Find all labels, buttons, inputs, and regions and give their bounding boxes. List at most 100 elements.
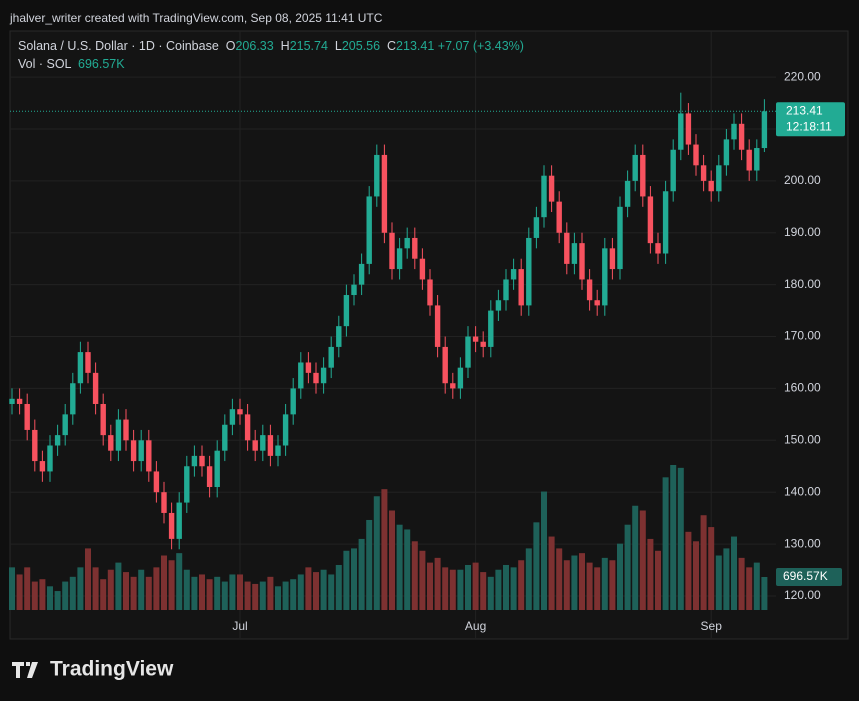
volume-bar (115, 562, 122, 610)
ohlc-label: O (225, 39, 236, 53)
volume-bar (168, 560, 175, 610)
x-tick-label: Aug (465, 619, 486, 633)
volume-bar (358, 538, 365, 610)
candle-body (685, 113, 692, 145)
volume-bar (518, 560, 525, 610)
volume-bar (442, 567, 449, 610)
volume-bar (229, 574, 236, 610)
volume-bar (100, 579, 107, 610)
candle-body (640, 154, 646, 197)
candle-body (396, 248, 403, 270)
volume-bar (465, 564, 471, 610)
candle-body (427, 279, 433, 306)
candle-body (700, 165, 707, 181)
candle-body (336, 326, 342, 347)
candle-body (632, 154, 638, 181)
candle-body (161, 492, 167, 513)
candle-body (366, 196, 372, 264)
volume-bar (191, 576, 198, 610)
candle-body (313, 372, 319, 384)
volume-bar (396, 524, 403, 610)
volume-bar (761, 576, 768, 610)
volume-bar (130, 576, 137, 610)
volume-bar (85, 548, 91, 610)
y-tick-label: 220.00 (784, 69, 821, 83)
volume-bar (434, 557, 441, 610)
candle-body (275, 445, 281, 456)
volume-bar (47, 586, 53, 610)
volume-bar (161, 555, 167, 610)
candle-body (153, 471, 160, 493)
volume-bar (206, 579, 213, 610)
candle-body (115, 419, 122, 451)
ohlc-label: C (387, 39, 397, 53)
y-tick-label: 170.00 (784, 329, 821, 343)
candle-body (267, 435, 274, 456)
volume-bar (16, 574, 23, 610)
volume-bar (495, 569, 502, 610)
volume-bar (389, 510, 395, 610)
candle-body (738, 123, 745, 150)
volume-bar (297, 574, 304, 610)
candle-body (708, 180, 714, 192)
candle-body (381, 154, 388, 233)
legend-volume: Vol · SOL 696.57K (18, 57, 125, 71)
volume-bar (77, 567, 84, 610)
ohlc-value: 206.33 (235, 39, 274, 53)
volume-bar (275, 586, 281, 610)
volume-bar (62, 581, 69, 610)
x-tick-label: Jul (232, 619, 247, 633)
volume-bar (746, 567, 753, 610)
logo: TradingView (12, 658, 174, 681)
candle-body (214, 450, 220, 488)
volume-bar (351, 548, 357, 610)
candle-body (130, 440, 137, 462)
candle-body (533, 217, 540, 238)
candle-body (495, 300, 502, 311)
candle-body (662, 191, 669, 254)
volume-bar (647, 538, 654, 610)
volume-bar (419, 550, 426, 610)
candle-body (320, 367, 327, 384)
candle-body (586, 279, 593, 301)
volume-bar (183, 569, 190, 610)
volume-bar (510, 567, 517, 610)
price-tag-value: 213.41 (786, 103, 823, 117)
candle-body (655, 243, 661, 254)
volume-bar (533, 522, 540, 610)
countdown: 12:18:11 (786, 119, 832, 133)
candle-body (92, 372, 99, 404)
candle-body (480, 341, 486, 347)
volume-bar (381, 489, 388, 610)
ohlc-value: 215.74 (289, 39, 328, 53)
volume-bar (601, 557, 608, 610)
candle-body (556, 201, 562, 233)
volume-bar (685, 531, 692, 610)
candle-body (564, 232, 570, 264)
volume-bar (290, 579, 297, 610)
candle-body (199, 455, 205, 467)
candle-body (518, 269, 524, 306)
legend-ohlc: Solana / U.S. Dollar · 1D · Coinbase O20… (18, 39, 524, 53)
candle-body (548, 175, 555, 202)
candle-body (237, 409, 243, 415)
volume-bar (123, 572, 129, 610)
volume-bar (335, 564, 342, 610)
volume-bar (753, 562, 760, 610)
candle-body (488, 310, 494, 347)
volume-bar (153, 567, 160, 610)
volume-bar (480, 572, 487, 610)
candle-body (716, 165, 722, 192)
volume-tag (776, 567, 842, 586)
candle-body (731, 123, 737, 140)
candle-body (624, 180, 631, 207)
candle-body (351, 284, 357, 296)
volume-bar (259, 581, 266, 610)
change: +7.07 (+3.43%) (437, 39, 524, 53)
volume-bar (138, 569, 145, 610)
candle-body (678, 113, 684, 150)
volume-bar (563, 560, 570, 610)
price-tag (776, 102, 845, 137)
candle-body (343, 295, 350, 327)
volume-bar (313, 572, 319, 610)
